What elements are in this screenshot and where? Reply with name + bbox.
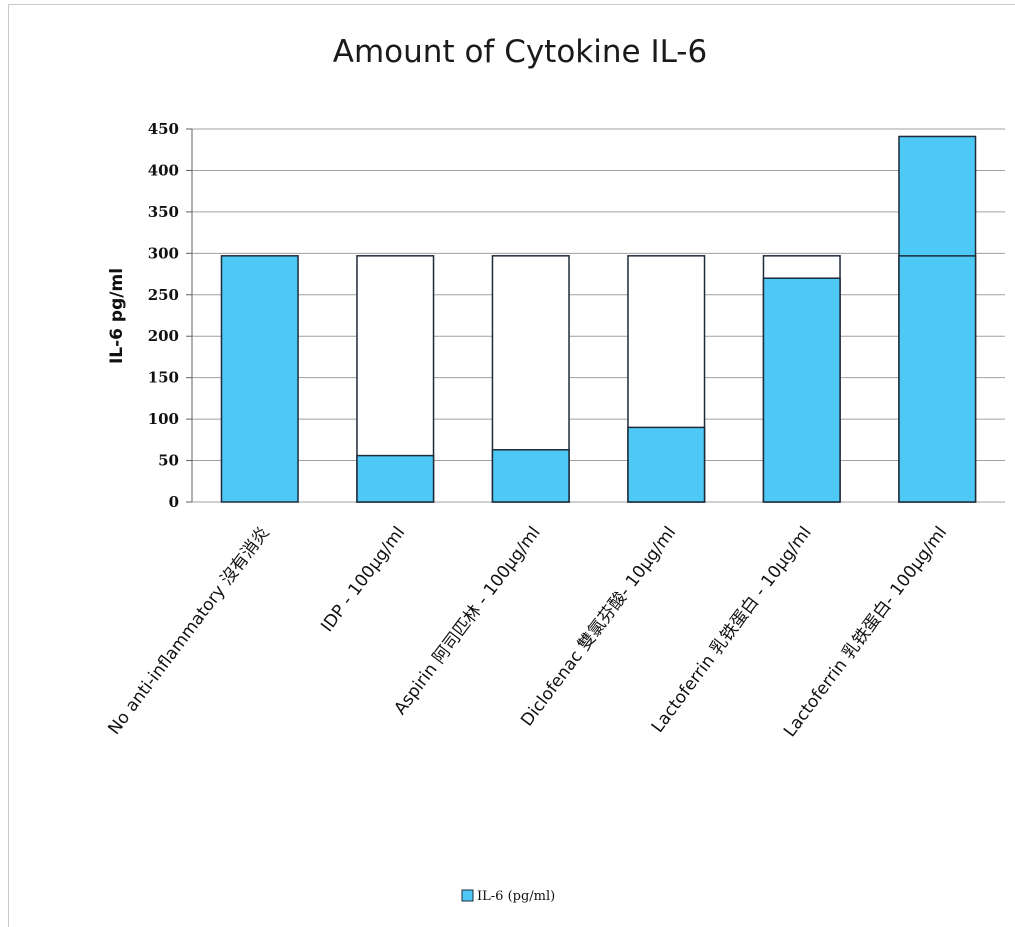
x-axis-ticks: No anti-inflammatory 沒有消炎 IDP - 100µg/mlA… (104, 523, 951, 741)
y-tick-label: 300 (148, 244, 179, 262)
x-tick-label: IDP - 100µg/ml (317, 523, 409, 636)
bar (627, 426, 706, 503)
legend-swatch (461, 889, 474, 902)
y-axis-ticks: 0 50 100 150 200 250 300 350 400 450 (148, 120, 179, 511)
y-tick-label: 150 (148, 369, 179, 387)
x-tick-label: No anti-inflammatory 沒有消炎 (104, 523, 273, 739)
bar (762, 277, 841, 503)
bar (898, 135, 977, 503)
gridlines (186, 128, 1005, 503)
x-tick-label: Diclofenac 雙氯芬酸- 10µg/ml (517, 523, 680, 730)
y-axis-label: IL-6 pg/ml (107, 268, 127, 364)
y-tick-label: 100 (148, 410, 179, 428)
bar (356, 454, 435, 503)
legend: IL-6 (pg/ml) (461, 889, 555, 904)
y-tick-label: 400 (148, 161, 179, 179)
bars (220, 135, 977, 503)
y-tick-label: 50 (158, 452, 179, 470)
y-tick-label: 200 (148, 327, 179, 345)
y-tick-label: 350 (148, 203, 179, 221)
x-tick-label: Lactoferrin 乳铁蛋白 - 10µg/ml (648, 523, 816, 737)
y-tick-label: 450 (148, 120, 179, 138)
bar (220, 255, 299, 503)
chart-frame (8, 4, 1015, 927)
y-tick-label: 0 (169, 493, 179, 511)
chart-title: Amount of Cytokine IL-6 (333, 34, 707, 70)
x-tick-label: Lactoferrin 乳铁蛋白- 100µg/ml (780, 523, 951, 741)
legend-label: IL-6 (pg/ml) (477, 889, 555, 904)
bar (491, 449, 570, 503)
y-tick-label: 250 (148, 286, 179, 304)
x-tick-label: Aspirin 阿司匹林 - 100µg/ml (390, 523, 544, 719)
